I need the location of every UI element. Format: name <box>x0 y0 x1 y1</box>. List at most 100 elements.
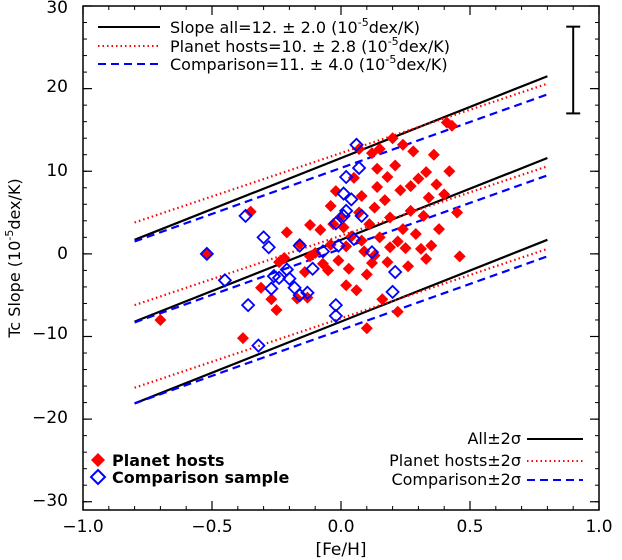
planet-host-point <box>324 199 337 212</box>
comparison-point <box>336 186 351 201</box>
planet-host-point <box>265 293 278 306</box>
fit-line-comparison-lower <box>134 255 548 405</box>
comparison-point <box>338 203 354 219</box>
band-label-comparison: Comparison±2σ <box>391 470 521 489</box>
plot-frame <box>82 5 600 511</box>
band-label-all: All±2σ <box>467 429 521 448</box>
planet-host-point <box>394 184 407 197</box>
comparison-point <box>305 261 320 277</box>
planet-host-point <box>389 159 402 172</box>
comparison-point <box>238 208 253 224</box>
fit-line-all-lower <box>134 238 548 405</box>
planet-host-point <box>409 228 422 241</box>
planet-host-point <box>255 281 268 294</box>
comparison-point <box>264 281 279 296</box>
comparison-point <box>199 246 215 262</box>
legend-label-planet: Planet hosts=10. ± 2.8 (10-5dex/K) <box>170 35 450 56</box>
y-axis-title: Tc Slope (10-5dex/K) <box>3 178 24 338</box>
x-tick-label: 1.0 <box>585 517 612 537</box>
planet-host-point <box>412 172 425 185</box>
comparison-point <box>282 271 297 286</box>
planet-host-point <box>391 305 404 318</box>
legend-label-planet-hosts: Planet hosts <box>112 451 225 470</box>
comparison-point <box>351 160 367 176</box>
comparison-point <box>354 208 369 224</box>
comparison-point <box>338 169 354 185</box>
x-tick-labels: −1.0 −0.5 0.0 0.5 1.0 <box>62 517 612 537</box>
comparison-point <box>344 192 359 207</box>
y-tick-label: 10 <box>46 161 68 181</box>
planet-host-point <box>404 204 417 217</box>
fit-line-planet-upper <box>134 82 548 224</box>
planet-host-point <box>327 218 340 231</box>
planet-host-point <box>417 209 430 222</box>
planet-host-point <box>391 235 404 248</box>
planet-host-point <box>384 211 397 224</box>
y-tick-label: 20 <box>46 77 68 97</box>
comparison-point <box>328 216 344 231</box>
planet-host-point <box>278 252 291 264</box>
planet-host-point <box>425 239 438 252</box>
plot-area <box>82 5 600 510</box>
planet-host-point <box>433 223 446 236</box>
planet-host-point <box>386 132 399 145</box>
planet-host-point <box>244 205 257 218</box>
comparison-point <box>256 230 271 245</box>
planet-host-point <box>376 293 389 306</box>
planet-host-legend-marker <box>91 453 105 467</box>
y-tick-label: −30 <box>32 491 68 511</box>
comparison-point <box>300 285 315 300</box>
comparison-point <box>217 273 233 288</box>
band-legend: All±2σ Planet hosts±2σ Comparison±2σ <box>389 429 583 489</box>
x-tick-label: 0.5 <box>456 517 483 537</box>
legend-label-comparison: Comparison=11. ± 4.0 (10-5dex/K) <box>170 53 448 74</box>
planet-host-point <box>396 223 409 236</box>
planet-host-point <box>350 284 363 297</box>
planet-host-point <box>438 188 451 201</box>
planet-host-point <box>399 242 412 255</box>
planet-host-point <box>373 231 386 244</box>
comparison-point <box>271 270 287 286</box>
fit-line-all <box>134 157 548 323</box>
comparison-point <box>387 264 403 280</box>
comparison-point <box>336 208 351 224</box>
planet-host-point <box>332 254 345 267</box>
planet-host-point <box>430 178 443 191</box>
planet-host-point <box>422 191 435 204</box>
fit-line-all-upper <box>134 75 548 241</box>
planet-host-point <box>420 252 433 265</box>
comparison-point <box>292 287 307 303</box>
planet-host-point <box>384 241 397 254</box>
comparison-point <box>292 238 307 253</box>
comparison-legend-marker <box>89 468 107 486</box>
planet-host-point <box>355 190 368 203</box>
comparison-point <box>261 239 277 255</box>
y-tick-label: −10 <box>32 324 68 344</box>
planet-host-point <box>368 201 381 214</box>
planet-host-point <box>407 145 420 158</box>
planet-host-point <box>404 180 417 193</box>
planet-host-point <box>304 218 317 231</box>
comparison-point <box>364 244 380 260</box>
comparison-point <box>346 231 362 247</box>
planet-host-point <box>420 166 433 179</box>
planet-host-point <box>236 332 249 345</box>
planet-host-point <box>340 279 353 292</box>
planet-host-point <box>365 256 378 269</box>
fit-line-planet-lower <box>134 247 548 389</box>
planet-host-point <box>402 260 415 273</box>
comparison-point <box>315 244 331 259</box>
x-tick-label: −0.5 <box>191 517 232 537</box>
planet-host-point <box>381 256 394 269</box>
planet-host-point <box>360 268 373 281</box>
fit-line-comparison <box>134 174 548 324</box>
comparison-point <box>251 338 266 353</box>
planet-host-point <box>443 165 456 178</box>
planet-host-point <box>378 194 391 207</box>
planet-host-point <box>453 250 466 263</box>
comparison-point <box>349 137 364 153</box>
y-tick-label: 30 <box>46 0 68 18</box>
y-tick-labels: −30 −20 −10 0 10 20 30 <box>32 0 68 511</box>
planet-host-point <box>342 262 355 275</box>
